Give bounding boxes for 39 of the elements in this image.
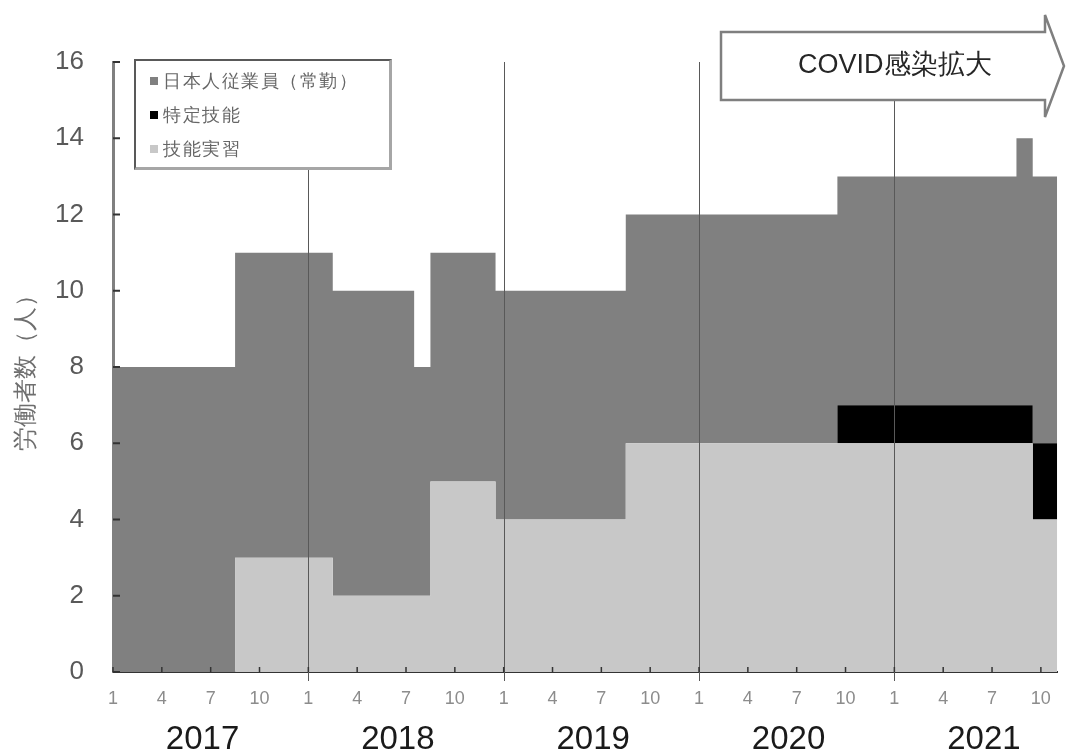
y-tick-label: 0 — [69, 655, 84, 686]
legend-label: 日本人従業員（常勤） — [163, 70, 358, 93]
annotation: COVID感染拡大 — [798, 48, 992, 80]
y-tick-label: 8 — [69, 350, 84, 381]
legend-label: 特定技能 — [163, 104, 241, 127]
x-tick-label: 7 — [205, 687, 216, 708]
x-tick-label: 4 — [938, 687, 949, 708]
x-tick-label: 7 — [401, 687, 412, 708]
text: 2021 — [947, 719, 1021, 756]
x-tick-label: 4 — [156, 687, 167, 708]
x-tick-label: 1 — [303, 687, 314, 708]
y-tick-label: 10 — [55, 273, 84, 304]
text: 2018 — [361, 719, 435, 756]
x-tick-label: 1 — [694, 687, 705, 708]
y-tick-label: 14 — [55, 121, 84, 152]
text: 2020 — [751, 719, 826, 756]
x-tick-label: 4 — [547, 687, 558, 708]
y-tick-label: 4 — [69, 502, 84, 533]
x-tick-label: 10 — [1030, 687, 1051, 708]
x-tick-label: 10 — [249, 687, 270, 708]
x-tick-label: 7 — [987, 687, 998, 708]
x-tick-label: 10 — [835, 687, 856, 708]
x-tick-label: 10 — [640, 687, 661, 708]
legend-label: 技能実習 — [163, 138, 241, 161]
text: 2017 — [165, 719, 240, 756]
text: 2019 — [556, 719, 630, 756]
y-tick-label: 2 — [69, 578, 84, 609]
x-tick-label: 4 — [742, 687, 753, 708]
y-tick-label: 6 — [69, 426, 84, 457]
y-tick-label: 16 — [55, 45, 84, 76]
y-tick-label: 12 — [55, 197, 84, 228]
x-tick-label: 10 — [444, 687, 465, 708]
x-tick-label: 1 — [107, 687, 119, 708]
x-tick-label: 1 — [889, 687, 900, 708]
x-tick-label: 7 — [791, 687, 802, 708]
x-tick-label: 4 — [352, 687, 363, 708]
x-tick-label: 7 — [596, 687, 607, 708]
x-tick-label: 1 — [498, 687, 509, 708]
y-axis-title: 労働者数（人） — [11, 283, 39, 451]
